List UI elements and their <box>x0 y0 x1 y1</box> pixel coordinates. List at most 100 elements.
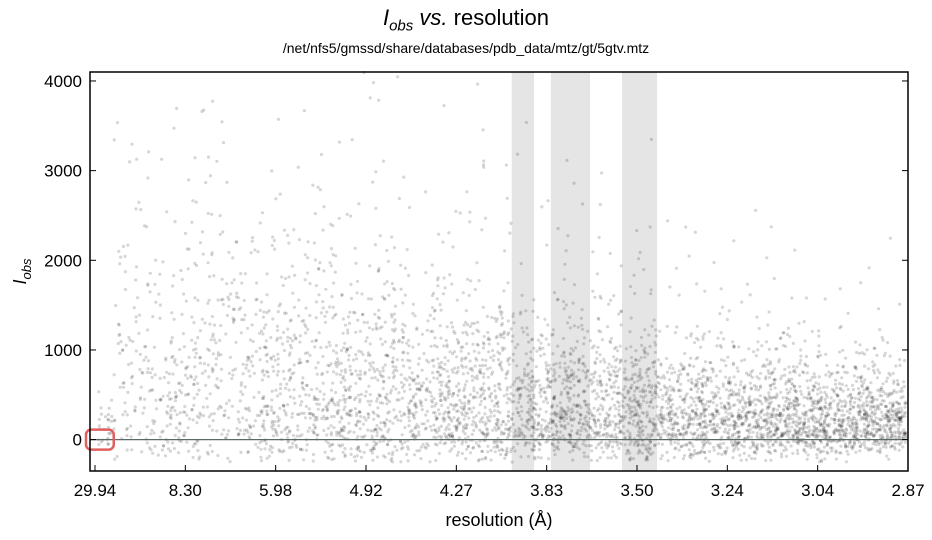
data-point <box>406 459 410 463</box>
data-point <box>760 425 764 430</box>
data-point <box>855 350 859 355</box>
data-point <box>498 306 502 310</box>
data-point <box>783 419 788 423</box>
data-point <box>129 424 133 428</box>
data-point <box>665 370 670 374</box>
data-point <box>628 434 632 438</box>
data-point <box>508 356 512 360</box>
data-point <box>831 430 836 434</box>
data-point <box>903 431 907 435</box>
data-point <box>554 362 558 366</box>
data-point <box>895 379 900 383</box>
data-point <box>865 404 869 408</box>
data-point <box>335 365 339 369</box>
data-point <box>512 321 516 325</box>
data-point <box>537 413 541 417</box>
data-point <box>736 416 740 420</box>
data-point <box>613 422 618 426</box>
data-point <box>554 433 558 437</box>
data-point <box>382 436 386 440</box>
data-point <box>259 459 263 463</box>
data-point <box>106 442 110 446</box>
data-point <box>731 403 735 408</box>
data-point <box>828 404 832 408</box>
data-point <box>657 382 661 386</box>
data-point <box>835 440 839 444</box>
data-point <box>622 387 626 391</box>
data-point <box>447 386 451 390</box>
data-point <box>891 409 895 413</box>
data-point <box>205 396 209 400</box>
data-point <box>684 432 688 436</box>
data-point <box>482 334 486 339</box>
data-point <box>793 385 797 389</box>
data-point <box>405 248 409 252</box>
data-point <box>261 422 265 426</box>
data-point <box>473 376 477 380</box>
data-point <box>748 403 752 407</box>
data-point <box>760 444 764 448</box>
data-point <box>599 296 603 300</box>
data-point <box>240 318 244 322</box>
data-point <box>482 382 486 386</box>
data-point <box>832 431 837 435</box>
data-point <box>284 411 288 415</box>
data-point <box>544 396 548 400</box>
data-point <box>414 402 418 407</box>
data-point <box>667 432 671 436</box>
data-point <box>200 109 204 114</box>
data-point <box>749 387 754 391</box>
data-point <box>593 414 597 418</box>
data-point <box>154 398 158 402</box>
data-point <box>812 372 816 376</box>
data-point <box>855 428 859 432</box>
data-point <box>811 429 815 433</box>
data-point <box>300 400 304 404</box>
data-point <box>644 425 648 429</box>
data-point <box>190 407 194 412</box>
data-point <box>594 433 599 438</box>
data-point <box>689 452 694 456</box>
data-point <box>132 306 136 310</box>
data-point <box>297 361 301 365</box>
data-point <box>689 456 693 460</box>
data-point <box>293 401 297 405</box>
data-point <box>326 403 330 407</box>
data-point <box>740 443 744 447</box>
data-point <box>288 351 292 355</box>
data-point <box>221 230 225 234</box>
data-point <box>332 457 336 461</box>
data-point <box>860 385 864 389</box>
data-point <box>348 368 352 372</box>
data-point <box>836 408 840 412</box>
data-point <box>748 398 752 403</box>
data-point <box>714 385 719 389</box>
data-point <box>857 397 861 401</box>
data-point <box>693 383 698 387</box>
data-point <box>418 448 422 453</box>
data-point <box>820 428 824 432</box>
data-point <box>197 457 201 461</box>
data-point <box>305 359 309 363</box>
data-point <box>743 400 747 404</box>
data-point <box>638 370 642 374</box>
data-point <box>862 412 867 417</box>
data-point <box>781 433 785 438</box>
data-point <box>366 297 371 301</box>
data-point <box>756 424 761 428</box>
data-point <box>658 413 662 417</box>
data-point <box>466 277 470 281</box>
data-point <box>581 369 585 373</box>
data-point <box>653 383 658 387</box>
data-point <box>670 436 674 440</box>
data-point <box>502 432 506 436</box>
data-point <box>900 430 904 434</box>
data-point <box>410 412 414 416</box>
data-point <box>137 313 142 317</box>
data-point <box>192 382 196 386</box>
data-point <box>592 375 596 379</box>
data-point <box>194 347 198 351</box>
data-point <box>464 320 468 324</box>
data-point <box>729 414 734 418</box>
